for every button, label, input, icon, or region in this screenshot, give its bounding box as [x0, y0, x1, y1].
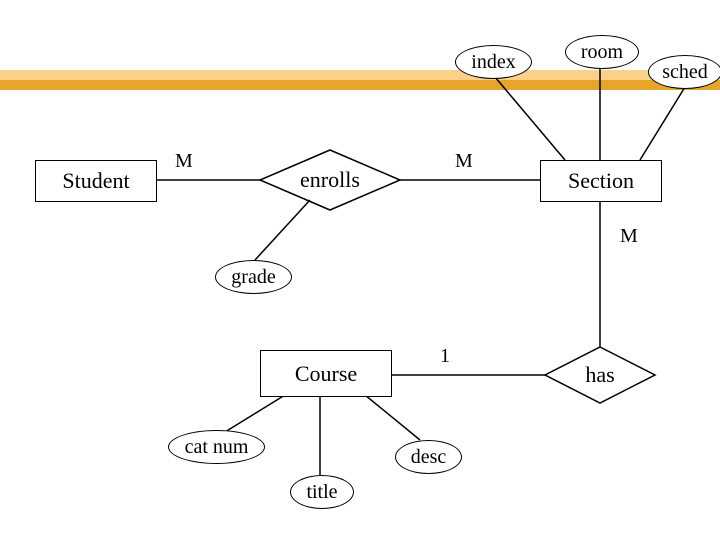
cardinality-has-left: 1: [440, 345, 450, 368]
attribute-title-label: title: [306, 481, 337, 504]
entity-section: Section: [540, 160, 662, 202]
attribute-room-label: room: [581, 41, 623, 64]
entity-course-label: Course: [295, 361, 357, 387]
attribute-desc-label: desc: [411, 446, 447, 469]
attribute-desc: desc: [395, 440, 462, 474]
attribute-grade: grade: [215, 260, 292, 294]
entity-section-label: Section: [568, 168, 634, 194]
cardinality-enrolls-right: M: [455, 150, 473, 173]
relationship-has-label: has: [583, 362, 617, 388]
attribute-sched-label: sched: [662, 61, 708, 84]
cardinality-has-top: M: [620, 225, 638, 248]
attribute-catnum-label: cat num: [185, 436, 249, 459]
entity-student: Student: [35, 160, 157, 202]
attribute-index: index: [455, 45, 532, 79]
attribute-title: title: [290, 475, 354, 509]
attribute-sched: sched: [648, 55, 720, 89]
attribute-catnum: cat num: [168, 430, 265, 464]
entity-student-label: Student: [62, 168, 129, 194]
relationship-enrolls-label: enrolls: [298, 167, 362, 193]
entity-course: Course: [260, 350, 392, 397]
cardinality-enrolls-left: M: [175, 150, 193, 173]
attribute-index-label: index: [471, 51, 515, 74]
diagram-edges: [0, 0, 720, 540]
attribute-grade-label: grade: [231, 266, 275, 289]
attribute-room: room: [565, 35, 639, 69]
